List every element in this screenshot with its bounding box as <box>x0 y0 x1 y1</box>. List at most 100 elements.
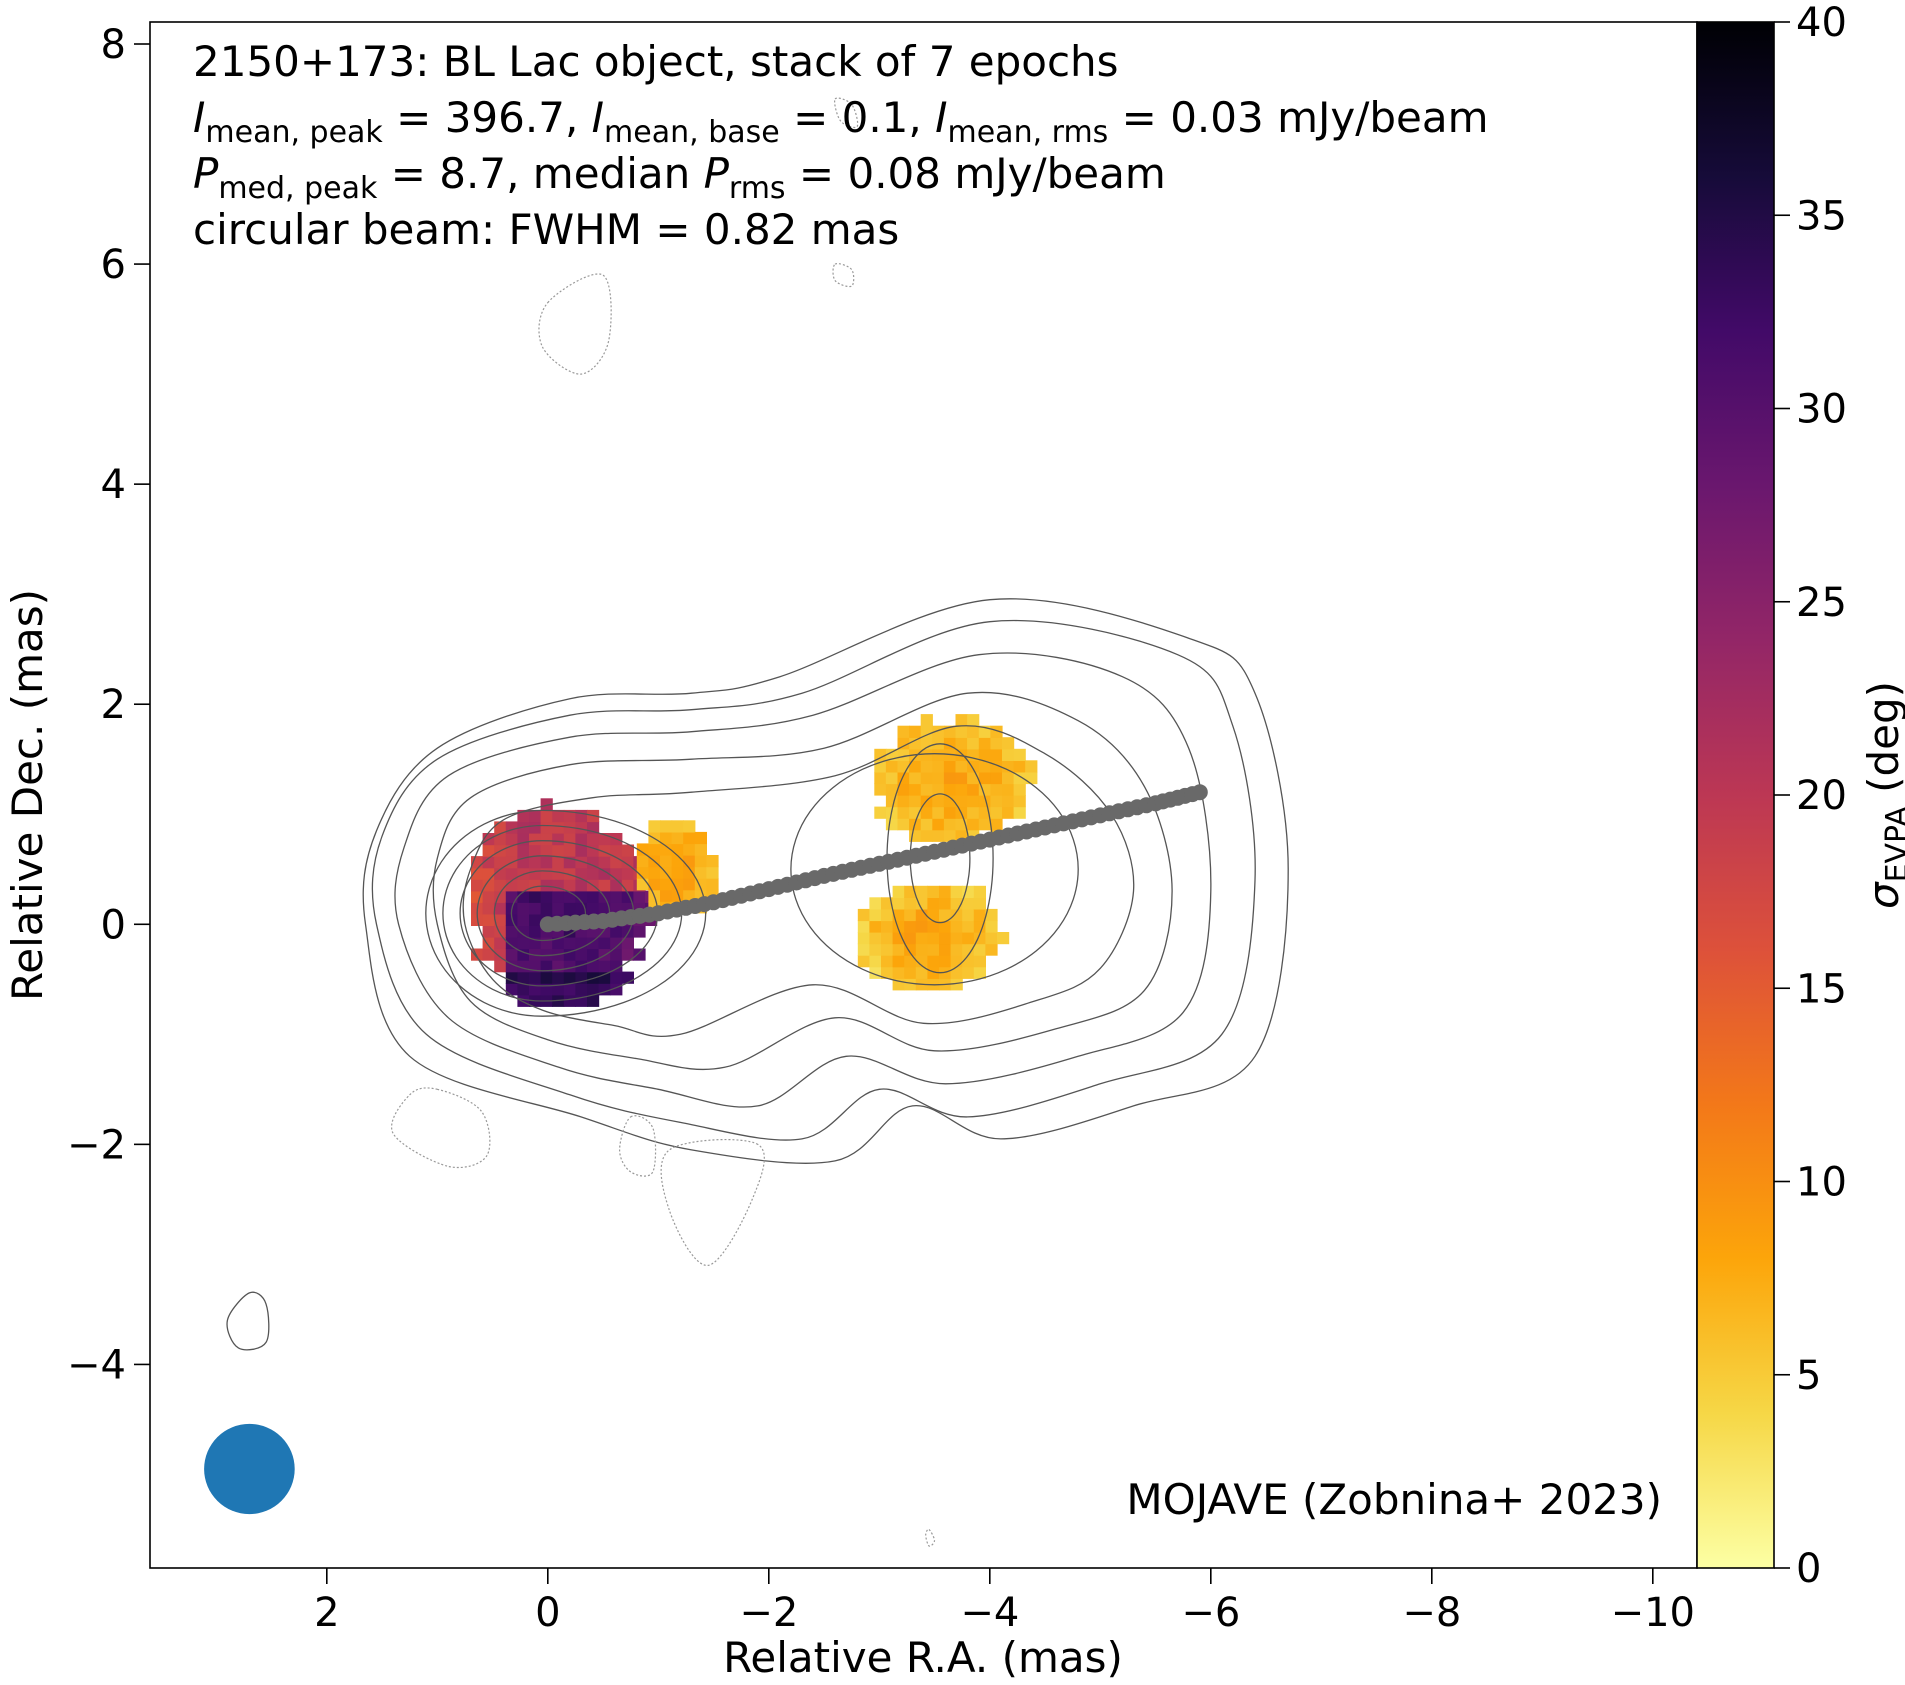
y-tick-label: 2 <box>101 682 126 728</box>
evpa-pixel <box>694 855 707 868</box>
title-line: Pmed, peak = 8.7, median Prms = 0.08 mJy… <box>193 149 1166 206</box>
evpa-pixel <box>471 890 484 903</box>
colorbar-label-subscript: EVPA <box>1880 806 1905 883</box>
evpa-pixel <box>932 725 945 738</box>
evpa-pixel <box>950 978 963 991</box>
evpa-pixel <box>897 771 910 785</box>
evpa-pixel <box>610 960 623 973</box>
evpa-pixel <box>494 902 507 915</box>
evpa-pixel <box>563 844 576 857</box>
evpa-pixel <box>575 879 588 892</box>
evpa-pixel <box>990 818 1003 831</box>
evpa-pixel <box>517 902 530 915</box>
evpa-pixel <box>575 890 588 903</box>
evpa-pixel <box>939 908 952 922</box>
evpa-pixel <box>897 737 910 750</box>
evpa-pixel <box>683 866 696 879</box>
evpa-pixel <box>955 760 968 773</box>
evpa-pixel <box>517 913 530 926</box>
evpa-pixel <box>694 866 707 879</box>
negative-contour <box>832 263 855 288</box>
evpa-pixel <box>552 833 565 846</box>
evpa-pixel <box>1002 783 1015 796</box>
evpa-pixel <box>973 897 986 910</box>
evpa-pixel <box>978 818 991 831</box>
evpa-pixel <box>943 737 957 750</box>
evpa-pixel <box>648 866 661 879</box>
evpa-pixel <box>529 879 542 892</box>
evpa-pixel <box>904 943 917 956</box>
evpa-pixel <box>978 771 991 785</box>
evpa-pixel <box>932 748 945 761</box>
y-tick-label: −2 <box>67 1122 126 1168</box>
evpa-pixel <box>575 856 588 869</box>
evpa-pixel <box>985 943 998 956</box>
evpa-pixel <box>563 879 576 892</box>
evpa-pixel <box>482 913 495 926</box>
colorbar-tick-label: 20 <box>1796 773 1847 819</box>
evpa-pixel <box>943 760 957 773</box>
evpa-pixel <box>671 866 684 879</box>
evpa-pixel <box>950 966 963 979</box>
evpa-pixel <box>671 889 684 902</box>
evpa-pixel <box>505 890 518 903</box>
evpa-pixel <box>610 948 623 961</box>
evpa-pixel <box>885 760 899 773</box>
evpa-pixel <box>857 908 870 922</box>
evpa-pixel <box>897 795 910 808</box>
beam-ellipse <box>204 1423 295 1515</box>
evpa-pixel <box>683 831 696 845</box>
evpa-pixel <box>540 867 553 880</box>
y-tick-label: −4 <box>67 1342 126 1388</box>
evpa-pixel <box>881 908 894 922</box>
evpa-pixel <box>648 878 661 891</box>
evpa-pixel <box>967 737 980 750</box>
title-part: mean, rms <box>948 115 1109 150</box>
evpa-pixel <box>540 890 553 903</box>
evpa-pixel <box>540 948 553 961</box>
colorbar-gradient <box>1697 22 1774 1568</box>
evpa-pixel <box>610 879 623 892</box>
evpa-pixel <box>985 932 998 945</box>
evpa-pixel <box>636 855 649 868</box>
evpa-pixel <box>857 955 870 968</box>
y-axis-ticks: −4 −2 0 2 4 6 8 <box>67 22 150 1388</box>
evpa-pixel <box>621 844 634 857</box>
negative-contour <box>660 1138 765 1267</box>
evpa-pixel <box>962 908 975 922</box>
evpa-pixel <box>610 867 623 880</box>
title-part: = 396.7, <box>383 93 592 142</box>
contour-level <box>790 753 1079 986</box>
evpa-pixel <box>517 844 530 857</box>
evpa-pixel <box>892 897 905 910</box>
evpa-pixel <box>1013 795 1026 808</box>
evpa-pixel <box>967 783 980 796</box>
evpa-pixel <box>927 897 940 910</box>
evpa-pixel <box>587 867 600 880</box>
evpa-pixel <box>915 966 928 979</box>
evpa-pixel <box>563 971 576 984</box>
evpa-pixel <box>943 771 957 785</box>
evpa-pixel <box>939 920 952 933</box>
evpa-pixel <box>874 771 887 785</box>
evpa-pixel <box>610 925 623 938</box>
title-line: 2150+173: BL Lac object, stack of 7 epoc… <box>193 37 1119 86</box>
evpa-pixel <box>997 932 1010 945</box>
evpa-pixel <box>909 760 922 773</box>
evpa-pixel <box>683 820 696 833</box>
evpa-pixel <box>967 714 980 727</box>
evpa-pixel <box>540 809 553 823</box>
evpa-pixel <box>990 725 1003 738</box>
evpa-pixel <box>494 879 507 892</box>
colorbar-label: σEVPA (deg) <box>1859 681 1905 909</box>
evpa-pixel <box>636 843 649 856</box>
colorbar-tick-label: 35 <box>1796 193 1847 239</box>
title-part: med, peak <box>218 171 378 206</box>
evpa-pixel <box>881 920 894 933</box>
evpa-pixel <box>494 913 507 926</box>
evpa-pixel <box>598 856 611 869</box>
title-part: = 0.1, <box>780 93 935 142</box>
x-tick-label: −2 <box>739 1590 798 1636</box>
evpa-pixel <box>950 885 963 898</box>
evpa-pixel <box>904 932 917 945</box>
